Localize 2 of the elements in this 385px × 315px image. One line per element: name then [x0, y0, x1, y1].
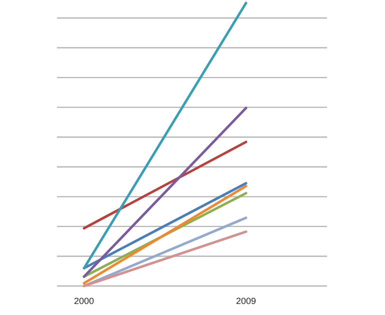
x-tick-label: 2000	[74, 296, 94, 306]
x-tick-label: 2009	[236, 296, 256, 306]
